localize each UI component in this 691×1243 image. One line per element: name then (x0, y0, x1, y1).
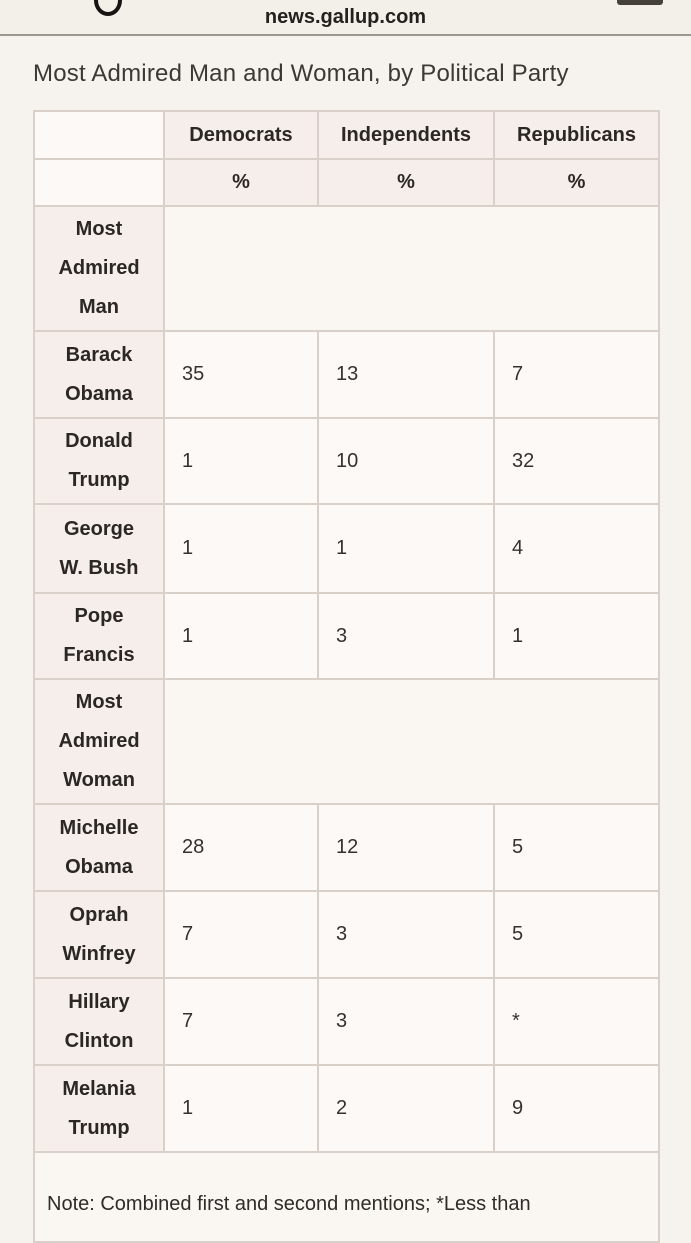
col-header-democrats: Democrats (163, 110, 319, 160)
section-label: Most Admired Man (33, 205, 165, 332)
value-cell: 1 (163, 1064, 319, 1153)
url-text[interactable]: news.gallup.com (264, 6, 427, 28)
value-cell: 35 (163, 330, 319, 419)
col-header-republicans: Republicans (493, 110, 660, 160)
table-row: Michelle Obama 28 12 5 (33, 803, 660, 892)
row-label: Pope Francis (33, 592, 165, 680)
value-cell: 12 (317, 803, 495, 892)
table-row: Melania Trump 1 2 9 (33, 1064, 660, 1153)
clipped-circle-icon (94, 0, 122, 16)
value-cell: 1 (163, 592, 319, 680)
value-cell: 1 (493, 592, 660, 680)
value-cell: 32 (493, 417, 660, 505)
value-cell: 7 (163, 890, 319, 979)
value-cell: 4 (493, 503, 660, 594)
value-cell: 3 (317, 592, 495, 680)
clipped-tabs-icon (617, 0, 663, 5)
section-spacer-cell (163, 678, 660, 805)
value-cell: 9 (493, 1064, 660, 1153)
value-cell: 1 (163, 417, 319, 505)
row-label: Oprah Winfrey (33, 890, 165, 979)
row-label: George W. Bush (33, 503, 165, 594)
value-cell: 5 (493, 890, 660, 979)
section-spacer-cell (163, 205, 660, 332)
table-row: Pope Francis 1 3 1 (33, 592, 660, 680)
value-cell: 7 (493, 330, 660, 419)
section-row-most-admired-woman: Most Admired Woman (33, 678, 660, 805)
section-row-most-admired-man: Most Admired Man (33, 205, 660, 332)
row-label: Donald Trump (33, 417, 165, 505)
col-header-independents: Independents (317, 110, 495, 160)
value-cell: 1 (163, 503, 319, 594)
unit-cell: % (493, 158, 660, 207)
value-cell: 3 (317, 890, 495, 979)
unit-corner-cell (33, 158, 165, 207)
page-title: Most Admired Man and Woman, by Political… (33, 60, 569, 87)
table-row: George W. Bush 1 1 4 (33, 503, 660, 594)
value-cell: * (493, 977, 660, 1066)
table-row: Hillary Clinton 7 3 * (33, 977, 660, 1066)
unit-row: % % % (33, 158, 660, 207)
row-label: Melania Trump (33, 1064, 165, 1153)
note-row: Note: Combined first and second mentions… (33, 1151, 660, 1243)
section-label: Most Admired Woman (33, 678, 165, 805)
table-note: Note: Combined first and second mentions… (33, 1151, 660, 1243)
value-cell: 5 (493, 803, 660, 892)
value-cell: 10 (317, 417, 495, 505)
table-row: Oprah Winfrey 7 3 5 (33, 890, 660, 979)
value-cell: 3 (317, 977, 495, 1066)
table-header-row: Democrats Independents Republicans (33, 110, 660, 160)
unit-cell: % (317, 158, 495, 207)
value-cell: 1 (317, 503, 495, 594)
row-label: Michelle Obama (33, 803, 165, 892)
value-cell: 2 (317, 1064, 495, 1153)
value-cell: 7 (163, 977, 319, 1066)
table-row: Barack Obama 35 13 7 (33, 330, 660, 419)
row-label: Barack Obama (33, 330, 165, 419)
value-cell: 13 (317, 330, 495, 419)
most-admired-table: Democrats Independents Republicans % % %… (33, 110, 660, 1243)
value-cell: 28 (163, 803, 319, 892)
table-row: Donald Trump 1 10 32 (33, 417, 660, 505)
row-label: Hillary Clinton (33, 977, 165, 1066)
unit-cell: % (163, 158, 319, 207)
corner-cell (33, 110, 165, 160)
